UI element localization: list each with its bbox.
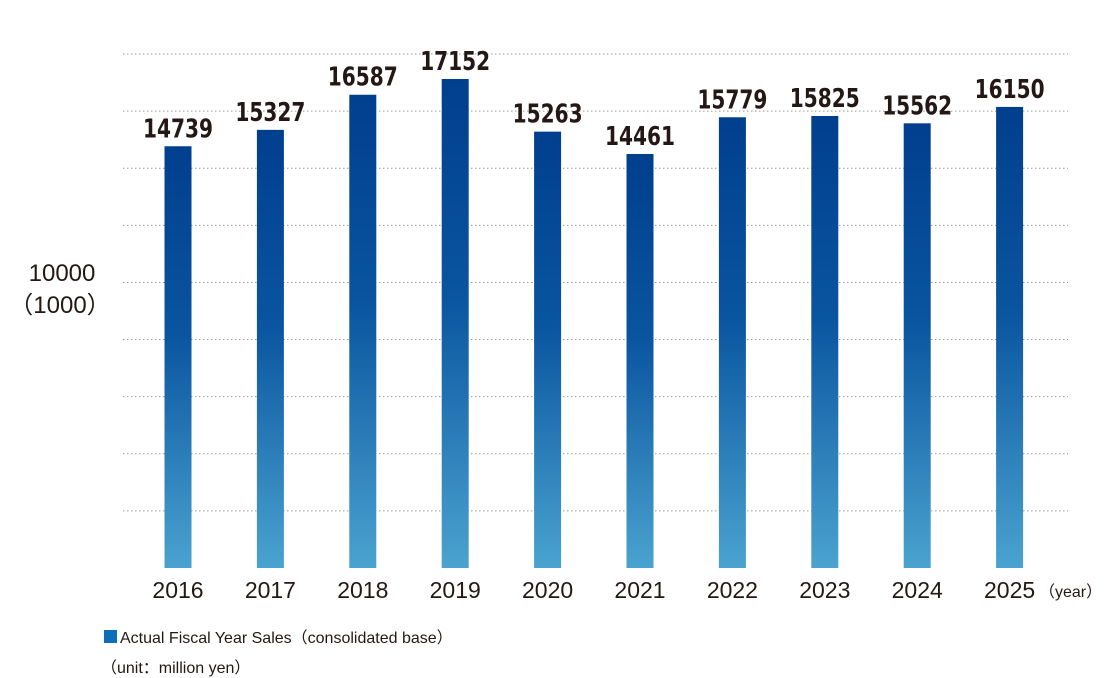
x-tick-2025: 2025 [984, 577, 1035, 603]
x-tick-labels: 2016 2017 2018 2019 2020 2021 2022 2023 2024 2025 [152, 577, 1035, 603]
bar-2024 [903, 123, 931, 568]
value-labels: 14739 15327 16587 17152 15263 14461 15779 15825… [143, 47, 1045, 152]
value-label-2019: 17152 [420, 47, 490, 77]
value-label-2018: 16587 [328, 63, 398, 93]
x-tick-2019: 2019 [430, 577, 481, 603]
bar-2018 [349, 94, 377, 568]
legend: Actual Fiscal Year Sales（consolidated ba… [104, 624, 453, 648]
value-label-2025: 16150 [975, 75, 1045, 105]
value-label-2017: 15327 [235, 98, 305, 128]
bar-2022 [718, 117, 746, 568]
x-tick-2024: 2024 [892, 577, 943, 603]
x-tick-2021: 2021 [614, 577, 665, 603]
value-label-2022: 15779 [697, 85, 767, 115]
value-label-2020: 15263 [513, 100, 583, 130]
x-axis-unit: （year） [1039, 583, 1102, 601]
x-tick-2022: 2022 [707, 577, 758, 603]
y-axis-unit-top: 10000 [29, 260, 96, 287]
x-tick-2016: 2016 [152, 577, 203, 603]
bar-2021 [626, 154, 654, 568]
value-label-2023: 15825 [790, 84, 860, 114]
bar-2020 [534, 131, 562, 569]
legend-label: Actual Fiscal Year Sales（consolidated ba… [120, 630, 453, 647]
bar-2023 [811, 115, 839, 569]
value-label-2024: 15562 [882, 91, 952, 121]
bars [164, 79, 1024, 569]
unit-note: （unit：million yen） [101, 660, 251, 677]
bar-2016 [164, 146, 192, 568]
bar-2019 [441, 79, 469, 568]
x-tick-2018: 2018 [337, 577, 388, 603]
legend-swatch [104, 629, 117, 643]
bar-2025 [996, 106, 1024, 568]
y-axis-unit-bottom: （1000） [9, 292, 110, 319]
x-tick-2017: 2017 [245, 577, 296, 603]
x-tick-2023: 2023 [799, 577, 850, 603]
value-label-2016: 14739 [143, 114, 213, 144]
value-label-2021: 14461 [605, 122, 675, 152]
chart-svg: 14739 15327 16587 17152 15263 14461 15779 15825… [9, 47, 1102, 603]
bar-2017 [256, 129, 284, 568]
x-tick-2020: 2020 [522, 577, 573, 603]
